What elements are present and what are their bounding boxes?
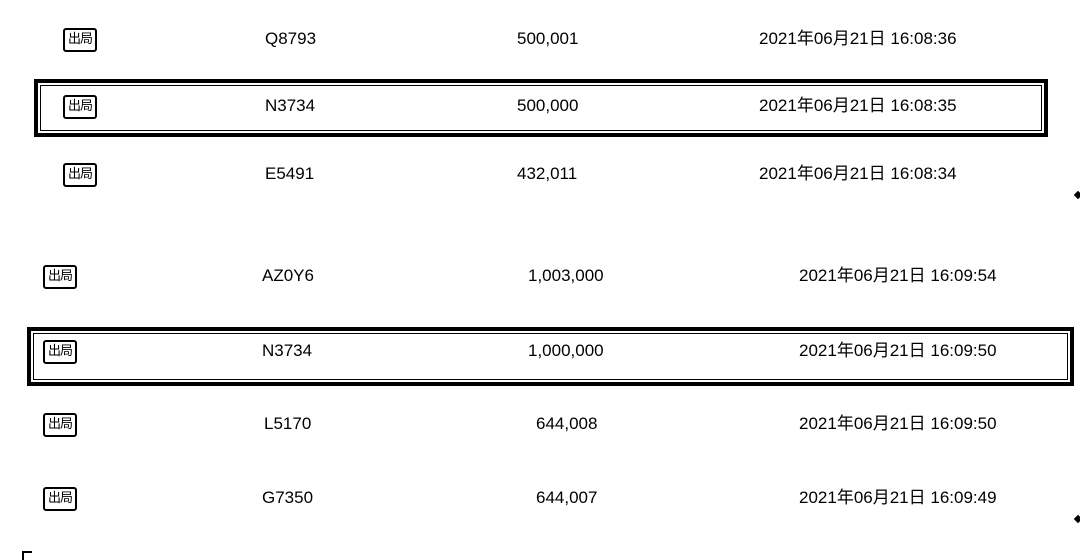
record-amount: 1,003,000 — [528, 266, 604, 285]
highlight-box-bottom — [27, 327, 1074, 386]
record-time: 2021年06月21日 16:09:54 — [799, 266, 997, 285]
record-id: N3734 — [262, 341, 313, 360]
record-id: E5491 — [265, 164, 315, 183]
table-row[interactable]: 出局 N3734 500,000 2021年06月21日 16:08:35 — [0, 91, 1080, 121]
status-badge: 出局 — [43, 340, 78, 364]
highlight-box-top — [34, 79, 1048, 137]
record-time: 2021年06月21日 16:08:36 — [759, 29, 957, 48]
edge-marker-icon — [1073, 514, 1080, 524]
status-badge: 出局 — [43, 413, 78, 437]
table-row[interactable]: 出局 N3734 1,000,000 2021年06月21日 16:09:50 — [0, 336, 1080, 366]
record-id: Q8793 — [265, 29, 317, 48]
table-row[interactable]: 出局 G7350 644,007 2021年06月21日 16:09:49 — [0, 483, 1080, 513]
table-row[interactable]: 出局 E5491 432,011 2021年06月21日 16:08:34 — [0, 159, 1080, 189]
table-row[interactable]: 出局 AZ0Y6 1,003,000 2021年06月21日 16:09:54 — [0, 261, 1080, 291]
record-id: AZ0Y6 — [262, 266, 314, 285]
status-badge: 出局 — [43, 265, 78, 289]
record-amount: 500,001 — [517, 29, 579, 48]
edge-fragment-icon — [22, 551, 32, 560]
status-badge: 出局 — [63, 95, 98, 119]
status-badge: 出局 — [63, 28, 98, 52]
table-row[interactable]: 出局 L5170 644,008 2021年06月21日 16:09:50 — [0, 409, 1080, 439]
record-id: N3734 — [265, 96, 316, 115]
edge-marker-icon — [1073, 190, 1080, 200]
status-badge: 出局 — [43, 487, 78, 511]
record-time: 2021年06月21日 16:08:35 — [759, 96, 957, 115]
record-time: 2021年06月21日 16:09:50 — [799, 414, 997, 433]
record-time: 2021年06月21日 16:09:50 — [799, 341, 997, 360]
record-id: L5170 — [264, 414, 312, 433]
record-time: 2021年06月21日 16:09:49 — [799, 488, 997, 507]
record-amount: 644,008 — [536, 414, 598, 433]
record-amount: 432,011 — [517, 164, 578, 183]
record-time: 2021年06月21日 16:08:34 — [759, 164, 957, 183]
table-row[interactable]: 出局 Q8793 500,001 2021年06月21日 16:08:36 — [0, 24, 1080, 54]
record-amount: 644,007 — [536, 488, 598, 507]
record-id: G7350 — [262, 488, 314, 507]
record-amount: 1,000,000 — [528, 341, 604, 360]
status-badge: 出局 — [63, 163, 98, 187]
record-amount: 500,000 — [517, 96, 579, 115]
